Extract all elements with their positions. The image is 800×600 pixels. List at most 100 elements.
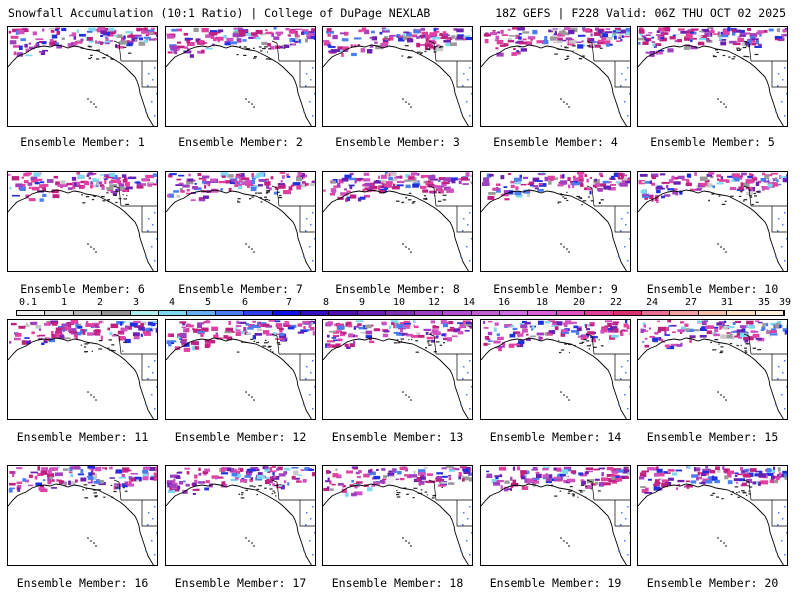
snow-area [344, 174, 352, 179]
terrain-mark [258, 46, 262, 48]
snow-area [663, 27, 671, 32]
snow-area [280, 485, 285, 490]
snow-area [302, 479, 307, 483]
snow-area [213, 37, 217, 42]
snow-area [220, 188, 223, 191]
snow-area [742, 482, 747, 487]
snow-area [720, 31, 724, 36]
terrain-mark [237, 201, 241, 203]
snow-area [589, 177, 593, 179]
colorbar-tick-label: 39 [778, 297, 792, 308]
snow-area [590, 41, 599, 43]
hawaii-island [402, 391, 404, 393]
hawaii-island [560, 537, 562, 539]
snow-area [512, 479, 516, 484]
snow-area [776, 476, 780, 481]
snow-area [595, 481, 598, 485]
snow-area [107, 30, 115, 34]
snow-area [273, 191, 278, 195]
terrain-mark [255, 192, 258, 194]
snow-area [84, 181, 90, 186]
inland-snow-speck [782, 224, 784, 226]
colorbar-tick-label: 31 [720, 297, 734, 308]
snow-area [120, 333, 123, 335]
snow-area [699, 335, 707, 338]
snow-area [68, 481, 76, 486]
snow-area [629, 327, 630, 331]
snow-area [349, 185, 353, 190]
snow-area [639, 173, 648, 177]
terrain-mark [419, 484, 421, 486]
snow-area [615, 30, 619, 34]
snow-area [641, 470, 649, 473]
snow-area [310, 323, 313, 325]
snow-area [420, 27, 425, 31]
snow-area [732, 42, 741, 46]
snow-area [264, 178, 269, 181]
snow-area [419, 44, 426, 46]
snow-area [433, 331, 441, 336]
snow-area [240, 467, 244, 472]
snow-area [123, 35, 126, 40]
snow-area [39, 485, 44, 489]
snow-area [231, 472, 238, 477]
snow-area [733, 29, 741, 33]
snow-area [35, 482, 42, 486]
hawaii-island [720, 540, 722, 542]
snow-area [520, 470, 527, 474]
snow-area [24, 337, 30, 339]
snow-area [373, 475, 381, 480]
snow-area [518, 33, 522, 35]
snow-area [380, 43, 388, 48]
snow-area [57, 184, 66, 187]
snow-area [498, 345, 505, 348]
colorbar-swatch [471, 311, 500, 315]
ensemble-map-panel [322, 26, 473, 127]
snow-area [603, 482, 611, 486]
snow-area [294, 33, 299, 37]
snow-area [127, 469, 132, 472]
terrain-mark [716, 496, 720, 498]
colorbar-swatch [187, 311, 216, 315]
inland-snow-speck [303, 404, 305, 406]
snow-area [69, 331, 78, 334]
inland-snow-speck [152, 518, 154, 520]
snow-area [279, 332, 285, 336]
snow-area [521, 330, 525, 334]
terrain-mark [750, 196, 753, 198]
inland-snow-speck [312, 506, 314, 508]
inland-snow-speck [627, 212, 629, 214]
snow-area [599, 35, 604, 38]
snow-area [198, 197, 202, 200]
snow-area [664, 334, 671, 336]
snow-area [33, 172, 41, 177]
snow-area [329, 192, 335, 196]
snow-area [204, 343, 210, 349]
snow-area [190, 341, 199, 345]
snow-area [353, 340, 356, 345]
snow-area [20, 184, 26, 187]
snow-area [39, 184, 46, 189]
terrain-mark [283, 47, 286, 49]
inland-snow-speck [784, 554, 786, 556]
terrain-mark [420, 492, 423, 494]
snow-area [592, 184, 597, 188]
snow-area [493, 327, 497, 332]
ensemble-member-label: Ensemble Member: 7 [178, 282, 303, 296]
snow-area [522, 38, 527, 41]
snow-area [517, 27, 525, 31]
terrain-mark [241, 494, 243, 496]
snow-area [553, 177, 558, 180]
snow-area [448, 475, 452, 477]
inland-snow-speck [786, 386, 787, 388]
snow-area [578, 178, 584, 182]
snow-area [173, 478, 176, 483]
terrain-mark [743, 55, 747, 57]
snow-area [517, 333, 520, 338]
state-borders [743, 479, 787, 527]
terrain-mark [285, 340, 287, 342]
snow-area [155, 466, 157, 471]
snow-area [658, 27, 665, 32]
terrain-mark [558, 339, 560, 342]
snow-area [644, 181, 652, 184]
